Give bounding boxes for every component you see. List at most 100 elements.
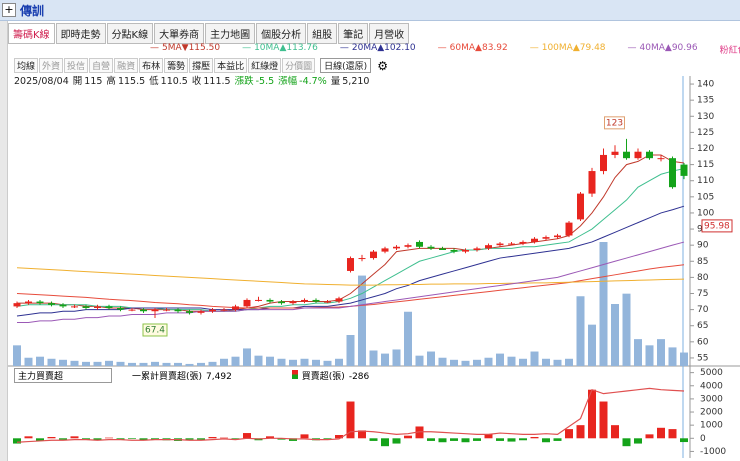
bar xyxy=(588,389,596,439)
volume-bar xyxy=(289,359,297,366)
bar xyxy=(358,430,366,439)
indicator-select[interactable]: 主力買賣超 xyxy=(14,368,112,383)
candle-body xyxy=(358,258,366,260)
volume-bar xyxy=(611,304,619,366)
info-value: -5.5 xyxy=(255,76,275,87)
y-tick-label: 2000 xyxy=(700,408,723,418)
bar xyxy=(208,436,217,439)
toolbar-button[interactable]: 均線 xyxy=(14,58,39,73)
candle-body xyxy=(209,309,216,312)
candle-body xyxy=(347,258,354,271)
y-tick-label: 135 xyxy=(697,96,714,106)
bar xyxy=(197,438,205,440)
bar xyxy=(82,438,90,440)
bar xyxy=(565,429,573,439)
bar xyxy=(231,438,240,440)
candle-body xyxy=(669,158,676,188)
bar xyxy=(105,437,113,439)
volume-bar xyxy=(634,339,642,366)
candle-body xyxy=(94,306,101,308)
legend-item: —100MA▲79.48 xyxy=(529,43,606,53)
candle-body xyxy=(416,241,423,247)
toolbar-button[interactable]: 籌勢 xyxy=(164,58,189,73)
tab[interactable]: 主力地圖 xyxy=(205,23,256,44)
bar xyxy=(116,438,125,440)
y-tick-label: 115 xyxy=(697,160,714,170)
volume-bar xyxy=(657,339,665,366)
volume-bar xyxy=(553,359,562,366)
y-tick-label: 105 xyxy=(697,192,714,202)
toolbar-button[interactable]: 融資 xyxy=(114,58,139,73)
candle-body xyxy=(197,311,205,313)
volume-bar xyxy=(174,362,182,366)
toolbar-button[interactable]: 本益比 xyxy=(214,58,248,73)
tab[interactable]: 分點K線 xyxy=(106,23,154,44)
volume-bar xyxy=(59,359,67,366)
tab[interactable]: 筆記 xyxy=(338,23,369,44)
bar xyxy=(266,436,274,439)
y-tick-label: 125 xyxy=(697,128,714,138)
bar xyxy=(657,427,665,439)
tab[interactable]: 籌碼K線 xyxy=(8,23,55,44)
candle-body xyxy=(462,250,469,252)
bar xyxy=(611,425,619,439)
tab[interactable]: 即時走勢 xyxy=(55,23,106,44)
toolbar-button[interactable]: 外資 xyxy=(39,58,64,73)
volume-bar xyxy=(243,348,251,366)
y-tick-label: 100 xyxy=(697,208,714,218)
legend-name: 10MA xyxy=(254,43,280,53)
volume-bar xyxy=(404,311,412,366)
volume-bar xyxy=(392,349,401,366)
low-label-box xyxy=(142,323,168,337)
toolbar-button[interactable]: 自營 xyxy=(89,58,114,73)
volume-bar xyxy=(13,345,21,366)
candle-body xyxy=(393,246,400,249)
legend-item: —20MA▲102.10 xyxy=(339,43,416,53)
volume-bar xyxy=(254,355,263,366)
period-select[interactable]: 日線(還原) xyxy=(320,58,372,73)
toolbar-button[interactable]: 撐壓 xyxy=(189,58,214,73)
candle-body xyxy=(255,299,262,301)
candle-body xyxy=(289,301,297,304)
info-value: 5,210 xyxy=(342,76,370,87)
candle-body xyxy=(13,303,21,307)
bar xyxy=(70,436,79,439)
bar xyxy=(36,438,44,441)
volume-bar xyxy=(576,296,585,366)
legend-name: 60MA xyxy=(449,43,476,53)
toolbar-button[interactable]: 投信 xyxy=(64,58,89,73)
note: 粉紅色區塊為處置股 xyxy=(719,46,740,56)
volume-bar xyxy=(162,362,171,366)
tab[interactable]: 個股分析 xyxy=(256,23,307,44)
volume-bar xyxy=(438,357,447,366)
tab[interactable]: 月營收 xyxy=(369,23,410,44)
legend-value: ▲83.92 xyxy=(475,43,508,53)
legend-item: —60MA▲83.92 xyxy=(437,43,508,53)
candle-body xyxy=(577,193,584,220)
ma-line xyxy=(17,241,685,323)
toolbar-button[interactable]: 布林 xyxy=(139,58,164,73)
volume-bar xyxy=(208,361,217,366)
toolbar-button[interactable]: 分價圖 xyxy=(282,58,316,73)
volume-bar xyxy=(335,358,343,366)
tab[interactable]: 組股 xyxy=(307,23,338,44)
candle-body xyxy=(427,246,435,249)
volume-bar xyxy=(473,359,481,366)
bar xyxy=(450,438,458,441)
info-label: 漲跌 xyxy=(234,76,254,87)
candle-body xyxy=(600,154,607,172)
settings-icon[interactable]: ⚙ xyxy=(377,58,388,73)
legend-name: 5MA xyxy=(162,43,182,53)
candle-body xyxy=(117,308,124,310)
toolbar: 均線 外資 投信 自營 融資 布林 籌勢 撐壓 本益比 紅綠燈 分價圖 日線(還原) ⚙ xyxy=(14,58,388,73)
bar xyxy=(553,438,562,441)
add-button[interactable]: + xyxy=(2,3,16,17)
legend-value: -286 xyxy=(348,372,370,382)
tab[interactable]: 大單券商 xyxy=(154,23,205,44)
toolbar-button[interactable]: 紅綠燈 xyxy=(248,58,282,73)
volume-bar xyxy=(668,347,677,366)
volume-bar xyxy=(220,358,228,366)
volume-bar xyxy=(139,362,148,366)
